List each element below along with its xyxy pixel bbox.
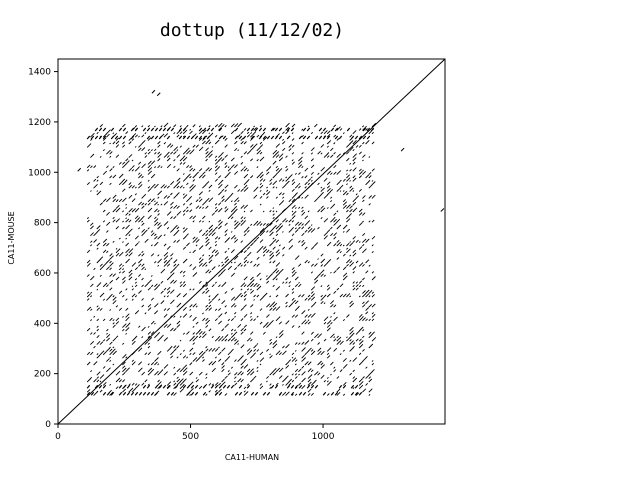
isolated-match — [400, 147, 405, 152]
x-tick-label: 500 — [182, 432, 199, 442]
x-tick-label: 1000 — [312, 432, 335, 442]
y-tick-label: 1000 — [28, 168, 51, 178]
main-diagonal-line — [57, 58, 446, 425]
isolated-match — [440, 208, 445, 212]
isolated-match — [151, 89, 156, 94]
y-tick-label: 600 — [34, 269, 51, 279]
isolated-match — [156, 92, 161, 97]
y-tick-label: 400 — [34, 319, 51, 329]
y-tick-label: 800 — [34, 219, 51, 229]
x-tick-label: 0 — [55, 432, 61, 442]
isolated-match — [77, 167, 82, 172]
repeat-block-edge-rows — [86, 127, 375, 396]
y-axis: 0 200 400 600 800 1000 1200 1400 — [28, 68, 58, 430]
y-tick-label: 0 — [45, 420, 51, 430]
y-tick-label: 1400 — [28, 68, 51, 78]
y-tick-label: 200 — [34, 370, 51, 380]
y-axis-label: CA11-MOUSE — [7, 211, 16, 264]
x-axis-label: CA11-HUMAN — [225, 453, 279, 462]
chart-title: dottup (11/12/02) — [160, 20, 344, 41]
repeat-block-matches — [86, 122, 377, 396]
match-marks — [57, 58, 446, 425]
y-tick-label: 1200 — [28, 118, 51, 128]
x-axis: 0 500 1000 — [55, 424, 335, 442]
